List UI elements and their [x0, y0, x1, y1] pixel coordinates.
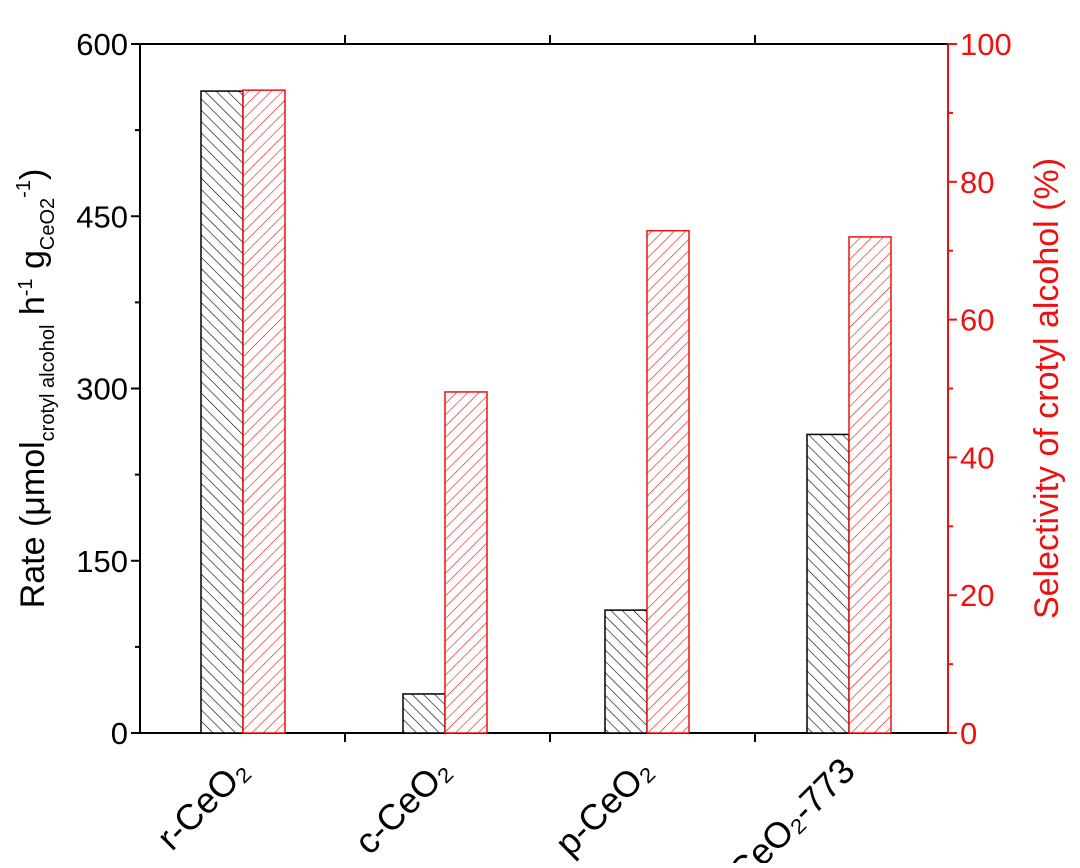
bar — [646, 229, 690, 734]
y-axis-label-part: Rate (μmol — [14, 441, 52, 608]
x-tick-label: r-CeO₂ — [148, 750, 256, 858]
x-tick-label: p-CeO₂ — [547, 750, 661, 863]
bar — [200, 90, 244, 734]
y2-tick-label: 20 — [960, 578, 994, 613]
x-axis-ticks — [344, 35, 756, 742]
y-axis-label-part: -1 — [15, 278, 37, 296]
y2-tick-label: 60 — [960, 303, 994, 338]
y-tick-label: 150 — [76, 544, 128, 579]
bar — [806, 433, 850, 734]
y2-tick-label: 100 — [960, 27, 1012, 62]
y-tick-label: 0 — [111, 716, 128, 751]
bar — [604, 609, 648, 734]
y-axis-label-part: h — [14, 296, 52, 324]
y-axis-label-part: g — [14, 250, 52, 278]
y2-axis-label: Selectivity of crotyl alcohol (%) — [1028, 158, 1066, 619]
y-tick-label: 300 — [76, 372, 128, 407]
y-axis-label-part: -1 — [13, 180, 35, 198]
y-tick-label: 600 — [76, 27, 128, 62]
y-axis-label-part: crotyl alcohol — [37, 325, 59, 442]
y2-tick-label: 80 — [960, 165, 994, 200]
bar — [444, 391, 488, 734]
y-axis-label-part: CeO2 — [37, 198, 59, 250]
bar — [848, 236, 892, 734]
y2-tick-label: 40 — [960, 440, 994, 475]
x-tick-label: r-CeO₂-773 — [704, 750, 863, 863]
y-axis-label-part: ) — [14, 169, 52, 180]
bar — [402, 693, 446, 734]
x-tick-label: c-CeO₂ — [346, 750, 458, 862]
y-axis-label: Rate (μmolcrotyl alcohol h-1 gCeO2-1) — [13, 169, 59, 609]
bar — [242, 89, 286, 734]
y2-tick-label: 0 — [960, 716, 977, 751]
y-tick-label: 450 — [76, 199, 128, 234]
